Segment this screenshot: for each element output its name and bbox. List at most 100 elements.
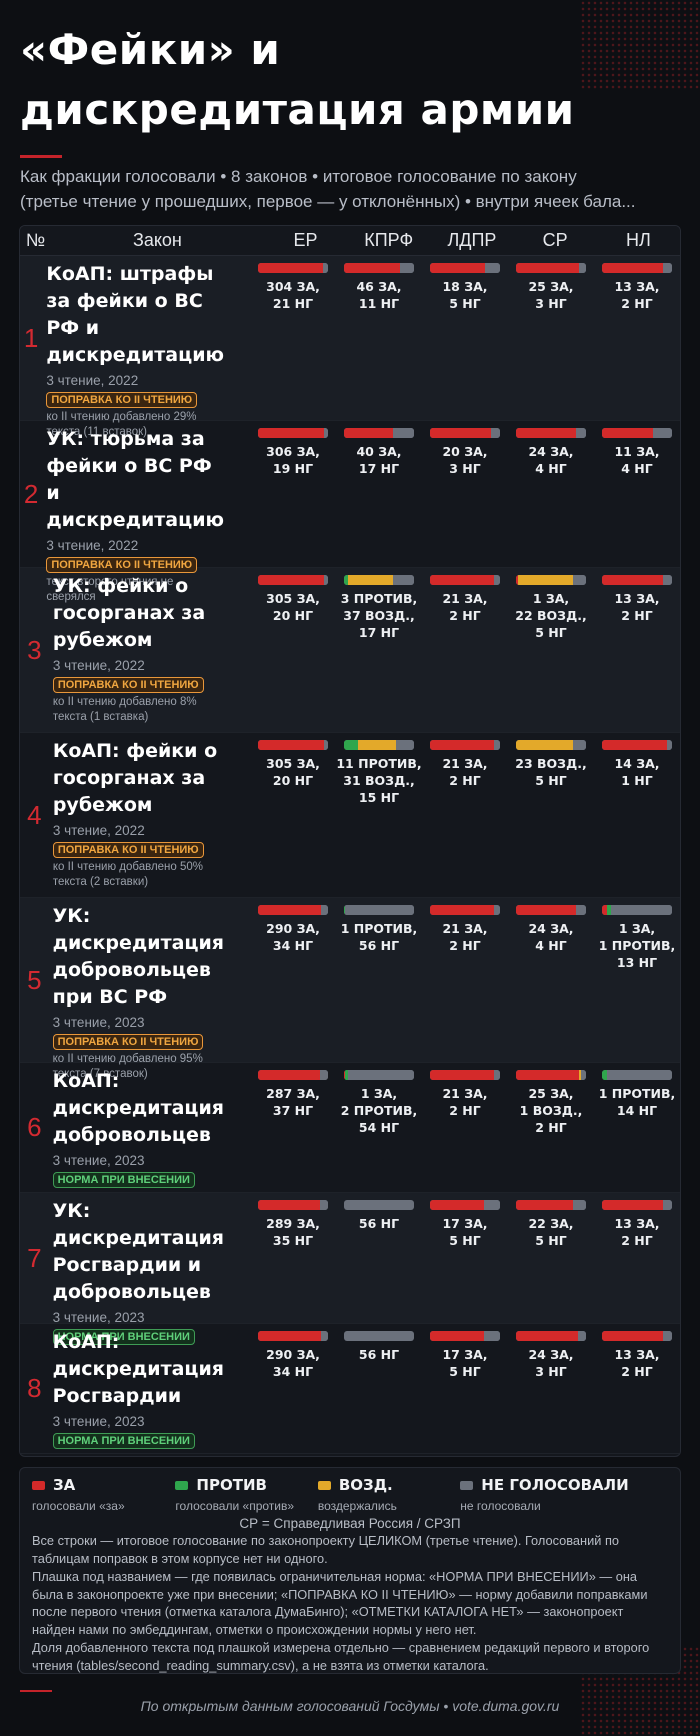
bar-seg-za xyxy=(430,740,494,750)
legend-desc: голосовали «за» xyxy=(32,1499,125,1513)
bar-seg-za xyxy=(602,428,654,438)
bar-seg-ng xyxy=(667,740,672,750)
bar-seg-za xyxy=(430,428,491,438)
vote-bar xyxy=(430,263,500,273)
legend-head: ВОЗД. xyxy=(317,1476,460,1494)
bar-seg-za xyxy=(430,263,485,273)
vote-cell-er: 305 ЗА, 20 НГ xyxy=(250,568,336,732)
vote-cell-nl: 13 ЗА, 2 НГ xyxy=(594,1193,680,1323)
row-number: 2 xyxy=(23,478,39,509)
bar-seg-za xyxy=(430,1200,485,1210)
vote-text: 290 ЗА, 34 НГ xyxy=(266,921,320,953)
bar-seg-pr xyxy=(344,740,358,750)
vote-cell-nl: 1 ПРОТИВ, 14 НГ xyxy=(594,1063,680,1192)
bar-seg-pr xyxy=(345,1070,348,1080)
legend-text-3: Доля добавленного текста под плашкой изм… xyxy=(32,1640,650,1673)
vote-cell-kprf: 11 ПРОТИВ, 31 ВОЗД., 15 НГ xyxy=(336,733,422,897)
subtitle-line-2: (третье чтение у прошедших, первое — у о… xyxy=(20,192,636,211)
legend-label: ПРОТИВ xyxy=(196,1476,267,1494)
bar-seg-ng xyxy=(323,428,328,438)
bar-seg-ng xyxy=(573,740,586,750)
vote-bar xyxy=(258,263,328,273)
law-cell: КоАП: штрафы за фейки о ВС РФ и дискреди… xyxy=(42,256,224,438)
bar-seg-za xyxy=(516,263,579,273)
vote-bar xyxy=(344,1200,414,1210)
vote-text: 56 НГ xyxy=(358,1347,400,1362)
header-law: Закон xyxy=(132,230,182,250)
bar-seg-za xyxy=(258,428,324,438)
vote-cell-sr: 24 ЗА, 4 НГ xyxy=(508,898,594,1062)
vote-cell-ldpr: 20 ЗА, 3 НГ xyxy=(422,421,508,567)
bar-seg-za xyxy=(602,1331,663,1341)
bar-seg-ng xyxy=(662,263,672,273)
bar-seg-pr xyxy=(344,905,346,915)
votes-table: № Закон ЕР КПРФ ЛДПР СР НЛ 1 КоАП: штрафы… xyxy=(19,225,681,1457)
bar-seg-za xyxy=(258,1070,320,1080)
bar-seg-ng xyxy=(662,575,672,585)
vote-text: 11 ПРОТИВ, 31 ВОЗД., 15 НГ xyxy=(336,756,422,805)
vote-text: 23 ВОЗД., 5 НГ xyxy=(515,756,587,788)
vote-text: 304 ЗА, 21 НГ xyxy=(266,279,320,311)
vote-text: 13 ЗА, 2 НГ xyxy=(614,1216,660,1248)
bar-seg-ng xyxy=(484,1331,500,1341)
table-row: 1 КоАП: штрафы за фейки о ВС РФ и дискред… xyxy=(20,256,680,438)
bar-seg-za xyxy=(344,1070,346,1080)
bar-seg-za xyxy=(344,428,394,438)
vote-cell-nl: 11 ЗА, 4 НГ xyxy=(594,421,680,567)
bar-seg-za xyxy=(602,1200,663,1210)
vote-cell-sr: 24 ЗА, 3 НГ xyxy=(508,1324,594,1453)
row-number: 7 xyxy=(27,1242,42,1273)
law-cell: УК: дискредитация Росгвардии и доброволь… xyxy=(49,1193,224,1345)
vote-text: 3 ПРОТИВ, 37 ВОЗД., 17 НГ xyxy=(340,591,418,640)
vote-bar xyxy=(258,740,328,750)
vote-bar xyxy=(602,428,672,438)
vote-cell-ldpr: 21 ЗА, 2 НГ xyxy=(422,733,508,897)
legend-item: НЕ ГОЛОСОВАЛИ не голосовали xyxy=(460,1476,668,1513)
origin-badge: ПОПРАВКА КО II ЧТЕНИЮ xyxy=(52,677,204,693)
vote-cell-sr: 25 ЗА, 3 НГ xyxy=(508,256,594,420)
row-number: 8 xyxy=(27,1373,42,1403)
table-row: 4 КоАП: фейки о госорганах за рубежом 3 чт… xyxy=(20,733,680,898)
bar-seg-ng xyxy=(578,1331,586,1341)
vote-bar xyxy=(258,428,328,438)
vote-cell-ldpr: 21 ЗА, 2 НГ xyxy=(422,1063,508,1192)
bar-seg-za xyxy=(516,1331,579,1341)
bar-seg-ng xyxy=(344,1200,414,1210)
table-row: 3 УК: фейки о госорганах за рубежом 3 чтен… xyxy=(20,568,680,733)
bar-seg-za xyxy=(602,905,607,915)
vote-cells: 290 ЗА, 34 НГ 1 ПРОТИВ, 56 НГ 21 ЗА, 2 НГ 2… xyxy=(224,898,680,1062)
vote-text: 306 ЗА, 19 НГ xyxy=(266,444,320,476)
law-reading: 3 чтение, 2023 xyxy=(52,1414,145,1429)
bar-seg-ng xyxy=(493,1070,500,1080)
table-row: 8 КоАП: дискредитация Росгвардии 3 чтение,… xyxy=(20,1324,680,1454)
text-added-note: текст второго чтения не сверялся xyxy=(46,576,174,603)
header-ldpr: ЛДПР xyxy=(447,230,497,250)
bar-seg-ng xyxy=(484,263,500,273)
bar-seg-ng xyxy=(323,263,328,273)
legend: ЗА голосовали «за» ПРОТИВ голосовали «пр… xyxy=(19,1467,681,1674)
vote-bar xyxy=(602,1200,672,1210)
bar-seg-za xyxy=(602,740,668,750)
legend-head: НЕ ГОЛОСОВАЛИ xyxy=(460,1476,668,1494)
law-cell: УК: тюрьма за фейки о ВС РФ и дискредита… xyxy=(42,421,224,603)
decor-dots-top xyxy=(580,0,700,90)
row-number: 1 xyxy=(23,322,39,353)
bar-seg-za xyxy=(258,263,324,273)
law-reading: 3 чтение, 2023 xyxy=(52,1153,145,1168)
vote-cell-kprf: 1 ПРОТИВ, 56 НГ xyxy=(336,898,422,1062)
vote-text: 25 ЗА, 3 НГ xyxy=(528,279,574,311)
vote-cells: 306 ЗА, 19 НГ 40 ЗА, 17 НГ 20 ЗА, 3 НГ 24 З… xyxy=(224,421,680,567)
legend-label: ЗА xyxy=(53,1476,76,1494)
origin-badge: НОРМА ПРИ ВНЕСЕНИИ xyxy=(52,1329,195,1345)
vote-cell-kprf: 46 ЗА, 11 НГ xyxy=(336,256,422,420)
law-title: УК: дискредитация Росгвардии и доброволь… xyxy=(52,1200,224,1303)
vote-bar xyxy=(344,905,414,915)
bar-seg-ng xyxy=(575,905,586,915)
bar-seg-ng xyxy=(323,740,328,750)
legend-desc: не голосовали xyxy=(460,1499,541,1513)
vote-text: 21 ЗА, 2 НГ xyxy=(442,921,488,953)
law-title: УК: фейки о госорганах за рубежом xyxy=(52,575,206,651)
law-title: КоАП: дискредитация Росгвардии xyxy=(52,1331,224,1407)
law-cell: КоАП: дискредитация Росгвардии 3 чтение, … xyxy=(49,1324,224,1453)
vote-bar xyxy=(258,1200,328,1210)
